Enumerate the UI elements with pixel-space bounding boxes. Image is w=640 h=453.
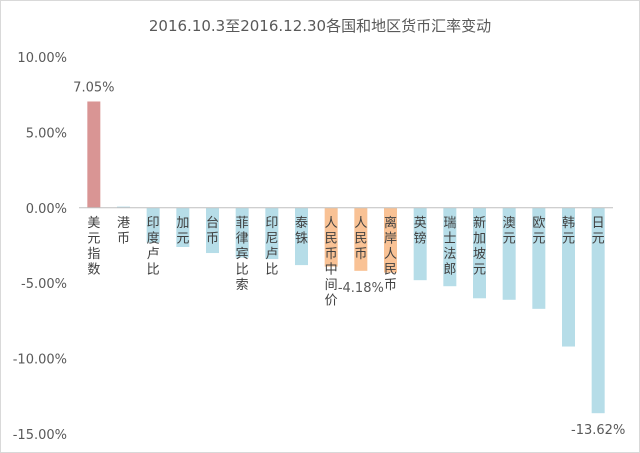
bar <box>235 207 249 258</box>
y-tick-label: -10.00% <box>13 353 67 368</box>
category-label: 欧元 <box>532 216 545 247</box>
y-tick-label: 5.00% <box>26 126 67 141</box>
category-label: 印度卢比 <box>147 216 160 277</box>
chart-title: 2016.10.3至2016.12.30各国和地区货币汇率变动 <box>148 17 492 35</box>
bar <box>324 207 338 267</box>
category-label: 美元指数 <box>87 216 100 277</box>
category-label: 离岸人民币 <box>384 215 397 293</box>
bar <box>562 207 575 347</box>
category-label: 加元 <box>176 216 189 247</box>
bar <box>206 207 219 254</box>
category-label: 台币 <box>206 216 219 247</box>
bar <box>591 207 605 414</box>
category-label: 人民币 <box>354 216 367 262</box>
bar <box>502 207 516 300</box>
data-label: -13.62% <box>571 423 625 438</box>
y-tick-label: 0.00% <box>26 202 67 217</box>
bar <box>87 101 101 208</box>
data-label: 7.05% <box>73 80 114 95</box>
bar <box>295 207 308 266</box>
category-label: 英镑 <box>414 216 427 247</box>
bar <box>443 207 457 287</box>
y-tick-label: -5.00% <box>21 277 67 292</box>
category-label: 韩元 <box>562 216 575 247</box>
category-label: 人民币中间价 <box>325 216 338 308</box>
bar <box>473 207 486 299</box>
y-tick-label: -15.00% <box>13 428 67 443</box>
category-label: 泰铢 <box>295 216 308 247</box>
category-label: 菲律宾比索 <box>236 216 249 293</box>
bar <box>265 207 279 260</box>
data-labels: 7.05% -4.18% -13.62% <box>73 80 625 438</box>
y-axis-ticks: 10.00% 5.00% 0.00% -5.00% -10.00% -15.00% <box>13 51 67 443</box>
category-label: 印尼卢比 <box>265 216 278 277</box>
category-label: 澳元 <box>503 215 516 247</box>
category-label: 新加坡元 <box>473 215 486 277</box>
data-label: -4.18% <box>338 281 384 296</box>
bar <box>532 207 546 309</box>
bar <box>384 207 397 273</box>
bars <box>87 101 605 414</box>
bar <box>117 206 130 208</box>
category-label: 日元 <box>592 216 605 247</box>
category-label: 港币 <box>117 216 130 247</box>
bar <box>413 207 427 281</box>
y-tick-label: 10.00% <box>17 51 67 66</box>
bar <box>146 207 160 243</box>
category-label: 瑞士法郎 <box>443 216 456 277</box>
bar <box>176 207 190 248</box>
bar <box>354 207 368 271</box>
